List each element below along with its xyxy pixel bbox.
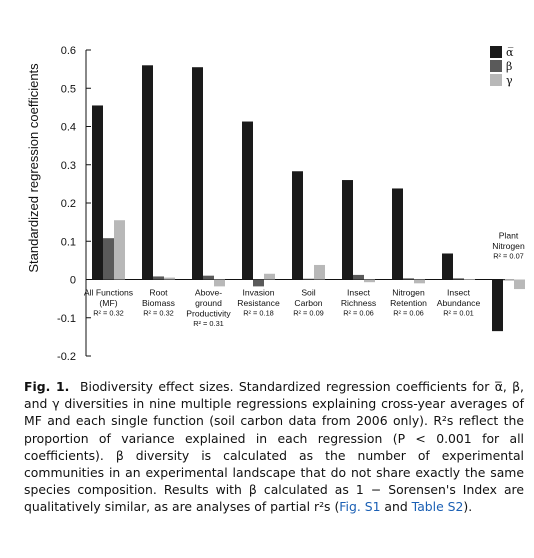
category-label: All Functions (MF)	[84, 288, 133, 309]
legend-swatch	[490, 60, 502, 72]
alpha-bar	[292, 171, 303, 280]
beta-bar	[253, 279, 264, 287]
bar-chart: Standardized regression coefficients -0.…	[26, 45, 525, 363]
beta-bar	[353, 274, 364, 280]
caption-mid: and	[380, 499, 412, 515]
beta-bar	[153, 276, 164, 280]
gamma-bar	[314, 264, 325, 280]
alpha-bar	[242, 121, 253, 280]
y-tick-label: 0.4	[61, 122, 76, 134]
r-squared-label: R² = 0.01	[443, 309, 474, 318]
y-tick-label: 0.3	[61, 160, 76, 172]
beta-bar	[453, 278, 464, 280]
alpha-bar	[192, 67, 203, 280]
alpha-bar	[92, 105, 103, 280]
figure-label: Fig. 1.	[24, 379, 70, 394]
r-squared-label: R² = 0.06	[343, 309, 374, 318]
r-squared-label: R² = 0.07	[493, 252, 524, 261]
y-tick-label: -0.2	[57, 351, 76, 363]
category-label: Above-ground Productivity	[186, 288, 231, 319]
caption-end: ).	[463, 499, 473, 515]
gamma-bar	[364, 279, 375, 283]
beta-bar	[203, 275, 214, 280]
category-label: Nitrogen Retention	[390, 288, 427, 309]
y-axis-label: Standardized regression coefficients	[26, 63, 41, 273]
bars	[92, 65, 525, 332]
fig-s1-link[interactable]: Fig. S1	[339, 499, 381, 515]
beta-bar	[103, 238, 114, 280]
legend-swatch	[490, 46, 502, 58]
y-tick-label: 0.1	[61, 236, 76, 248]
r-squared-label: R² = 0.31	[193, 319, 224, 328]
legend-swatch	[490, 74, 502, 86]
category-label: Soil Carbon	[294, 288, 322, 309]
y-tick-label: 0.2	[61, 198, 76, 210]
caption-text: Biodiversity effect sizes. Standardized …	[24, 379, 524, 515]
gamma-bar	[214, 279, 225, 287]
r-squared-label: R² = 0.09	[293, 309, 324, 318]
r-squared-label: R² = 0.06	[393, 309, 424, 318]
beta-bar	[503, 279, 514, 281]
legend-label: α̅	[506, 46, 514, 59]
alpha-bar	[442, 253, 453, 280]
alpha-bar	[392, 188, 403, 280]
alpha-bar	[342, 180, 353, 280]
y-axis: -0.2 -0.1 0 0.1 0.2 0.3 0.4 0.5 0.6	[57, 45, 505, 363]
gamma-bar	[264, 273, 275, 280]
y-tick-label: 0.6	[61, 45, 76, 57]
gamma-bar	[164, 277, 175, 280]
y-tick-label: -0.1	[57, 313, 76, 325]
alpha-bar	[142, 65, 153, 280]
y-tick-label: 0	[70, 275, 76, 287]
alpha-bar	[492, 279, 503, 332]
beta-bar	[403, 278, 414, 280]
gamma-bar	[114, 220, 125, 280]
category-label: Insect Abundance	[437, 288, 481, 309]
gamma-bar	[414, 279, 425, 284]
legend-label: β	[506, 60, 512, 73]
gamma-bar	[514, 279, 525, 290]
legend-label: γ	[506, 74, 513, 87]
category-label: Insect Richness	[341, 288, 376, 309]
table-s2-link[interactable]: Table S2	[411, 499, 464, 515]
r-squared-label: R² = 0.32	[143, 309, 174, 318]
y-tick-label: 0.5	[61, 83, 76, 95]
category-label: Plant Nitrogen	[492, 231, 525, 252]
legend: α̅βγ	[490, 46, 514, 87]
gamma-bar	[464, 279, 475, 280]
r-squared-label: R² = 0.18	[243, 309, 274, 318]
category-label: Root Biomass	[142, 288, 175, 309]
category-label: Invasion Resistance	[237, 288, 280, 309]
r-squared-label: R² = 0.32	[93, 309, 124, 318]
figure-caption: Fig. 1. Biodiversity effect sizes. Stand…	[24, 378, 524, 516]
beta-bar	[303, 278, 314, 280]
